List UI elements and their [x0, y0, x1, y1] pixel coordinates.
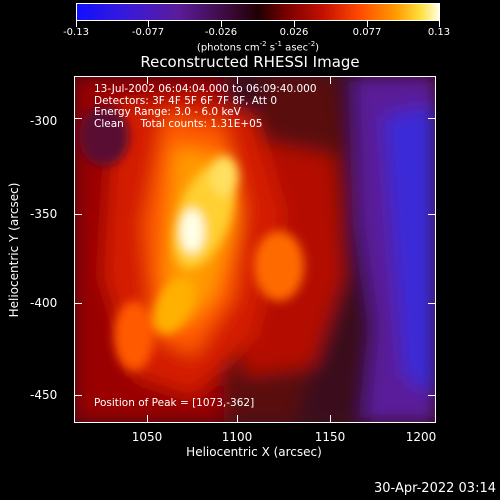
- info-energy-range: Energy Range: 3.0 - 6.0 keV: [94, 106, 241, 118]
- rhessi-image-canvas: [74, 76, 436, 423]
- y-tick-label: -450: [30, 388, 58, 402]
- y-tick-label: -300: [30, 114, 58, 128]
- info-time-range: 13-Jul-2002 06:04:04.000 to 06:09:40.000: [94, 83, 317, 95]
- y-tick-mark: [428, 395, 436, 396]
- colorbar: [76, 3, 440, 21]
- x-tick-mark: [330, 415, 331, 423]
- x-tick-label: 1200: [405, 430, 437, 444]
- colorbar-tick: [76, 21, 77, 27]
- x-axis-label: Heliocentric X (arcsec): [186, 445, 322, 459]
- plot-title: Reconstructed RHESSI Image: [140, 53, 360, 71]
- colorbar-tick: [294, 21, 295, 27]
- info-detectors: Detectors: 3F 4F 5F 6F 7F 8F, Att 0: [94, 94, 278, 107]
- x-tick-label: 1050: [131, 430, 163, 444]
- colorbar-tick: [367, 21, 368, 27]
- colorbar-tick: [148, 21, 149, 27]
- x-tick-label: 1100: [221, 430, 253, 444]
- y-tick-mark: [428, 303, 436, 304]
- y-tick-mark: [74, 395, 82, 396]
- y-tick-mark: [74, 303, 82, 304]
- y-axis-label: Heliocentric Y (arcsec): [7, 182, 21, 318]
- x-tick-mark: [147, 76, 148, 84]
- x-tick-mark: [147, 415, 148, 423]
- peak-position: Position of Peak = [1073,-362]: [94, 397, 255, 409]
- colorbar-tick: [439, 21, 440, 27]
- colorbar-tick-label: 0.026: [279, 27, 309, 38]
- generation-timestamp: 30-Apr-2022 03:14: [374, 481, 496, 496]
- y-tick-label: -400: [30, 296, 58, 310]
- y-tick-label: -350: [30, 207, 58, 221]
- rhessi-image: [74, 76, 436, 423]
- y-tick-mark: [74, 118, 82, 119]
- x-tick-mark: [237, 76, 238, 84]
- colorbar-units: (photons cm-2 s-1 asec-2): [196, 40, 320, 54]
- y-tick-mark: [428, 118, 436, 119]
- colorbar-tick-label: -0.077: [131, 27, 165, 38]
- colorbar-tick-label: -0.026: [204, 27, 238, 38]
- observation-info: 13-Jul-2002 06:04:04.000 to 06:09:40.000…: [94, 83, 317, 130]
- colorbar-tick-label: -0.13: [63, 27, 89, 38]
- colorbar-tick-label: 0.077: [352, 27, 382, 38]
- colorbar-tick: [221, 21, 222, 27]
- colorbar-tick-label: 0.13: [427, 27, 451, 38]
- x-tick-mark: [237, 415, 238, 423]
- info-clean-counts: Clean Total counts: 1.31E+05: [94, 117, 263, 130]
- y-tick-mark: [428, 214, 436, 215]
- y-tick-mark: [74, 214, 82, 215]
- x-tick-mark: [330, 76, 331, 84]
- x-tick-label: 1150: [314, 430, 346, 444]
